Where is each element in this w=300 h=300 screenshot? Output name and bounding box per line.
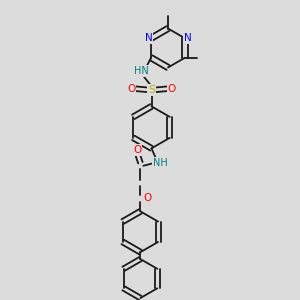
Text: NH: NH xyxy=(152,158,167,168)
Text: N: N xyxy=(184,33,191,43)
Text: N: N xyxy=(145,33,152,43)
Text: O: O xyxy=(133,145,142,155)
Text: O: O xyxy=(127,84,135,94)
Text: O: O xyxy=(143,193,152,202)
Text: HN: HN xyxy=(134,66,149,76)
Text: S: S xyxy=(148,85,155,95)
Text: O: O xyxy=(168,84,176,94)
